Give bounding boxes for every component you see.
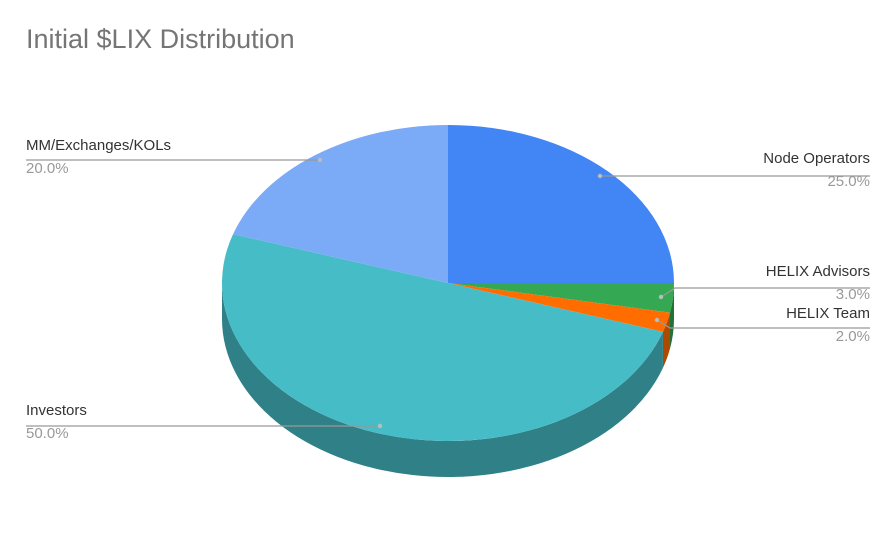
slice-label: HELIX Team — [786, 305, 870, 322]
slice-percent: 3.0% — [836, 286, 870, 303]
slice-label: Investors — [26, 402, 87, 419]
labels: Node Operators 25.0% HELIX Advisors 3.0% HEL… — [26, 137, 870, 442]
pie-slice — [222, 234, 663, 441]
slice-label: HELIX Advisors — [766, 263, 870, 280]
slice-percent: 2.0% — [836, 328, 870, 345]
pie-tops — [222, 125, 674, 441]
leader-dot — [658, 294, 664, 300]
leader-dot — [654, 317, 660, 323]
leader-dot — [377, 423, 383, 429]
pie-side — [222, 283, 663, 477]
chart-title: Initial $LIX Distribution — [26, 24, 295, 54]
pie-slice — [448, 283, 674, 313]
slice-label: MM/Exchanges/KOLs — [26, 137, 171, 154]
slice-percent: 20.0% — [26, 160, 69, 177]
pie-slice — [233, 125, 448, 283]
leader-line — [656, 319, 870, 329]
leader-dot — [597, 173, 603, 179]
slice-percent: 25.0% — [827, 173, 870, 190]
pie-slice — [448, 125, 674, 283]
slice-percent: 50.0% — [26, 425, 69, 442]
leader-dot — [317, 157, 323, 163]
leader-line — [660, 287, 870, 298]
pie-side — [669, 283, 674, 349]
pie-slice — [448, 283, 670, 332]
slice-label: Node Operators — [763, 150, 870, 167]
